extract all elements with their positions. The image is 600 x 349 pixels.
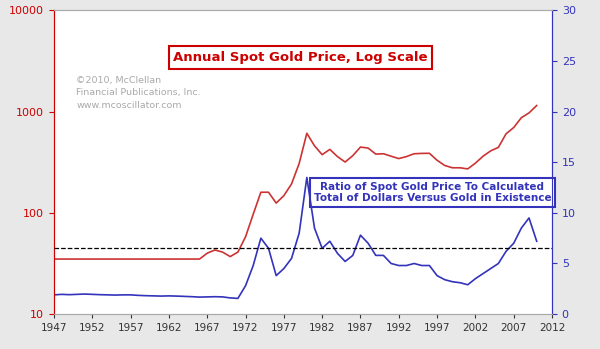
Text: Annual Spot Gold Price, Log Scale: Annual Spot Gold Price, Log Scale (173, 51, 428, 64)
Text: ©2010, McClellan
Financial Publications, Inc.
www.mcoscillator.com: ©2010, McClellan Financial Publications,… (76, 76, 201, 110)
Text: Ratio of Spot Gold Price To Calculated
Total of Dollars Versus Gold in Existence: Ratio of Spot Gold Price To Calculated T… (314, 182, 551, 203)
